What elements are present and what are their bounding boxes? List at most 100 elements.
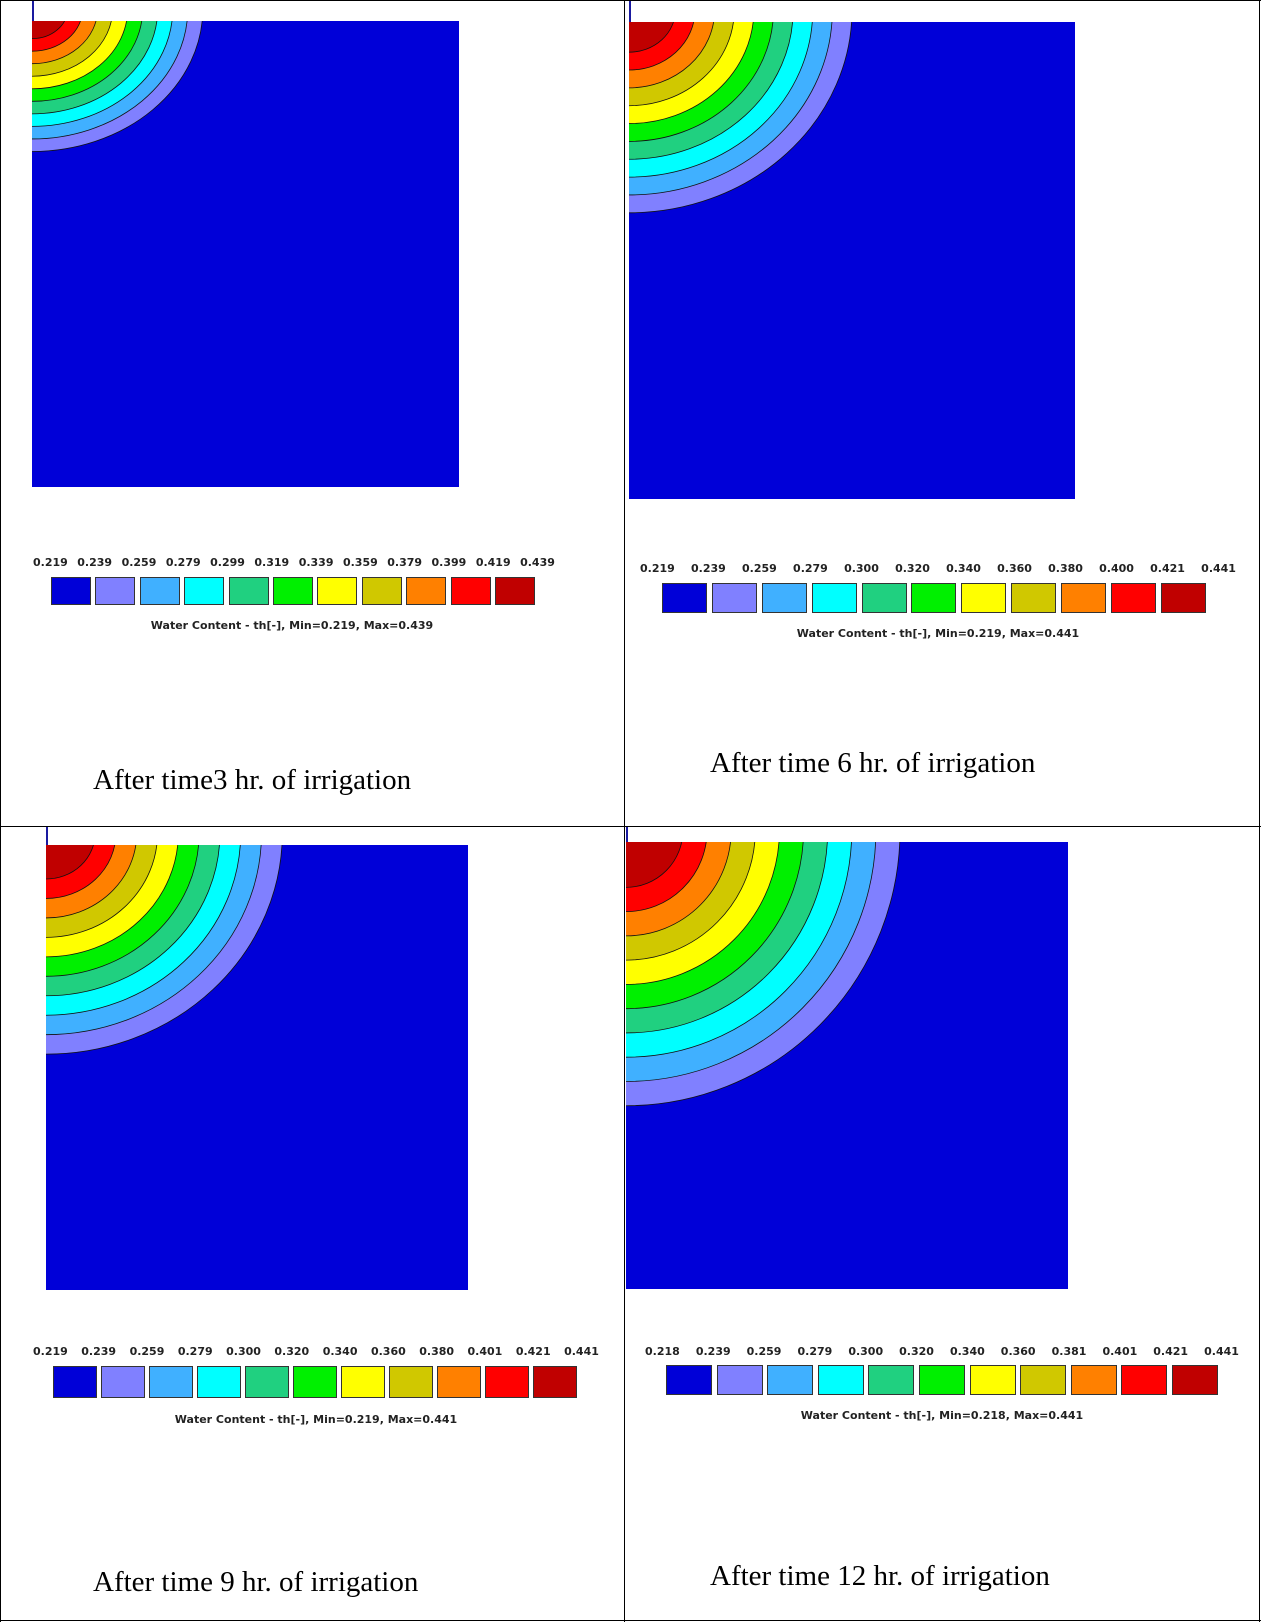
legend-swatch	[437, 1366, 481, 1398]
contour-band-10	[626, 842, 683, 888]
legend-tick-label: 0.219	[33, 556, 68, 569]
legend-tick-label: 0.299	[210, 556, 245, 569]
legend-tick-label: 0.360	[1000, 1345, 1036, 1358]
legend-tick-label: 0.239	[77, 556, 113, 569]
legend-tick-label: 0.219	[33, 1345, 68, 1358]
legend-tick-label: 0.300	[848, 1345, 884, 1358]
legend-tick-label: 0.320	[895, 562, 930, 575]
legend-swatch	[662, 583, 707, 613]
contour-band-10	[629, 22, 674, 53]
legend-swatch	[361, 577, 402, 605]
legend-tick-label: 0.441	[1204, 1345, 1239, 1358]
legend-tick-label: 0.400	[1099, 562, 1134, 575]
legend-tick-label: 0.320	[274, 1345, 310, 1358]
legend-swatch	[139, 577, 180, 605]
legend-tick-label: 0.300	[226, 1345, 261, 1358]
legend-swatch	[868, 1365, 915, 1395]
legend-tick-label: 0.399	[431, 556, 467, 569]
legend-swatch	[197, 1366, 241, 1398]
legend-swatches	[666, 1365, 1218, 1395]
legend-tick-label: 0.380	[419, 1345, 455, 1358]
legend-swatch	[817, 1365, 864, 1395]
legend-swatch	[1121, 1365, 1168, 1395]
legend-swatches	[51, 577, 535, 605]
legend-tick-label: 0.300	[844, 562, 879, 575]
legend-swatch	[1171, 1365, 1218, 1395]
legend-swatch	[293, 1366, 337, 1398]
legend-tick-label: 0.401	[467, 1345, 503, 1358]
legend-swatch	[1061, 583, 1107, 613]
legend-swatches	[662, 583, 1206, 613]
legend-tick-label: 0.259	[746, 1345, 782, 1358]
legend-swatch	[716, 1365, 763, 1395]
panel-caption: After time3 hr. of irrigation	[93, 764, 412, 796]
legend-swatch	[341, 1366, 385, 1398]
legend-swatch	[228, 577, 269, 605]
legend-swatch	[389, 1366, 433, 1398]
legend-tick-label: 0.360	[370, 1345, 406, 1358]
legend-tick-labels: 0.219 0.239 0.259 0.279 0.299 0.319 0.339 0.359…	[33, 556, 555, 569]
contour-band-10	[32, 21, 65, 40]
legend-swatch	[711, 583, 757, 613]
legend-swatches	[53, 1366, 577, 1398]
legend-tick-label: 0.359	[342, 556, 378, 569]
legend-title: Water Content - th[-], Min=0.218, Max=0.…	[800, 1409, 1084, 1422]
legend-tick-label: 0.339	[298, 556, 334, 569]
contour-band-10	[46, 845, 94, 880]
table-border-right	[1259, 0, 1260, 1622]
legend-swatch	[184, 577, 225, 605]
legend-tick-label: 0.379	[387, 556, 423, 569]
legend-tick-label: 0.279	[165, 556, 201, 569]
table-border-top	[0, 0, 1261, 1]
legend-swatch	[450, 577, 491, 605]
legend-swatch	[767, 1365, 814, 1395]
legend-tick-label: 0.320	[899, 1345, 934, 1358]
legend-tick-label: 0.219	[640, 562, 675, 575]
legend-tick-label: 0.279	[177, 1345, 213, 1358]
table-border-left	[0, 0, 1, 1622]
legend-tick-labels: 0.219 0.239 0.259 0.279 0.300 0.320 0.340 0.360…	[33, 1345, 599, 1358]
legend-tick-label: 0.381	[1051, 1345, 1087, 1358]
legend-swatch	[1020, 1365, 1067, 1395]
panel-6hr: 0.219 0.239 0.259 0.279 0.300 0.320 0.340 0.360…	[625, 1, 1259, 825]
legend-swatch	[317, 577, 358, 605]
legend-swatch	[761, 583, 807, 613]
legend-tick-label: 0.239	[695, 1345, 731, 1358]
legend-tick-label: 0.340	[949, 1345, 985, 1358]
legend-swatch	[918, 1365, 965, 1395]
legend-swatch	[1160, 583, 1206, 613]
legend-swatch	[51, 577, 91, 605]
legend-tick-label: 0.421	[1150, 562, 1185, 575]
legend-swatch	[406, 577, 447, 605]
legend-tick-label: 0.401	[1102, 1345, 1138, 1358]
legend-tick-label: 0.419	[475, 556, 511, 569]
legend-tick-label: 0.319	[254, 556, 290, 569]
legend-swatch	[969, 1365, 1016, 1395]
legend-tick-label: 0.360	[997, 562, 1032, 575]
legend-tick-label: 0.259	[121, 556, 157, 569]
legend-tick-label: 0.441	[1201, 562, 1236, 575]
legend-tick-label: 0.259	[129, 1345, 165, 1358]
legend-swatch	[1111, 583, 1157, 613]
legend-tick-label: 0.239	[81, 1345, 117, 1358]
legend-tick-label: 0.340	[322, 1345, 358, 1358]
table-border-bottom	[0, 1620, 1261, 1621]
legend-tick-label: 0.340	[946, 562, 981, 575]
legend-tick-label: 0.421	[1153, 1345, 1189, 1358]
legend-swatch	[1070, 1365, 1117, 1395]
legend-tick-label: 0.239	[691, 562, 726, 575]
legend-swatch	[533, 1366, 577, 1398]
panel-9hr: 0.219 0.239 0.259 0.279 0.300 0.320 0.340 0.360…	[1, 827, 623, 1619]
legend-tick-label: 0.279	[793, 562, 828, 575]
legend-swatch	[272, 577, 313, 605]
legend-tick-label: 0.439	[520, 556, 555, 569]
legend-swatch	[961, 583, 1007, 613]
panel-caption: After time 6 hr. of irrigation	[710, 747, 1036, 779]
legend-swatch	[666, 1365, 712, 1395]
legend-tick-label: 0.279	[797, 1345, 833, 1358]
legend-tick-label: 0.218	[645, 1345, 680, 1358]
legend-swatch	[95, 577, 136, 605]
contour-plot	[629, 1, 1075, 499]
panel-caption: After time 9 hr. of irrigation	[93, 1566, 419, 1598]
table-border-middle	[624, 0, 625, 1622]
